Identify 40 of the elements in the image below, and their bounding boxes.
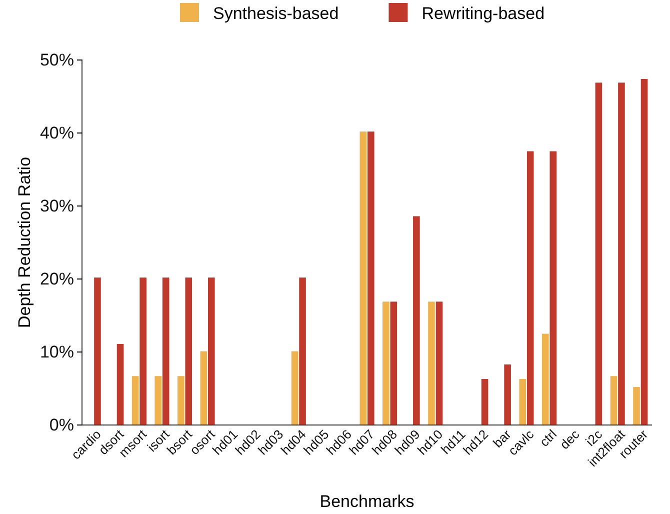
bar	[504, 364, 511, 425]
bar	[633, 387, 640, 425]
bar	[618, 82, 625, 425]
legend-label: Rewriting-based	[422, 4, 545, 23]
bar	[116, 344, 124, 425]
y-tick-label: 20%	[40, 269, 74, 288]
legend-label: Synthesis-based	[213, 4, 339, 23]
bar	[550, 151, 557, 425]
bar	[177, 376, 184, 425]
y-tick-label: 30%	[40, 196, 74, 216]
bar	[610, 376, 618, 425]
x-axis-title: Benchmarks	[320, 492, 414, 511]
bar	[390, 302, 398, 425]
bar	[291, 351, 298, 425]
bar	[595, 82, 602, 425]
bar	[428, 302, 435, 425]
bar	[154, 376, 162, 425]
bar	[542, 334, 549, 425]
bar	[200, 351, 208, 425]
y-axis-title: Depth Reduction Ratio	[15, 156, 34, 328]
bar	[382, 302, 390, 425]
bar	[367, 132, 374, 425]
bar	[299, 278, 306, 425]
bar	[132, 376, 139, 425]
bar	[360, 132, 367, 425]
bar	[481, 379, 488, 425]
bar	[526, 151, 534, 425]
bar	[640, 78, 648, 425]
y-tick-label: 0%	[49, 415, 74, 434]
bar	[94, 278, 101, 425]
bar	[162, 278, 170, 425]
y-tick-label: 10%	[40, 342, 74, 362]
y-tick-label: 50%	[40, 50, 74, 70]
bar	[185, 278, 192, 425]
bar	[140, 278, 146, 425]
bar	[519, 379, 526, 425]
bar	[436, 302, 443, 425]
bar	[208, 278, 215, 425]
y-tick-label: 40%	[40, 123, 74, 142]
bar	[413, 216, 420, 425]
